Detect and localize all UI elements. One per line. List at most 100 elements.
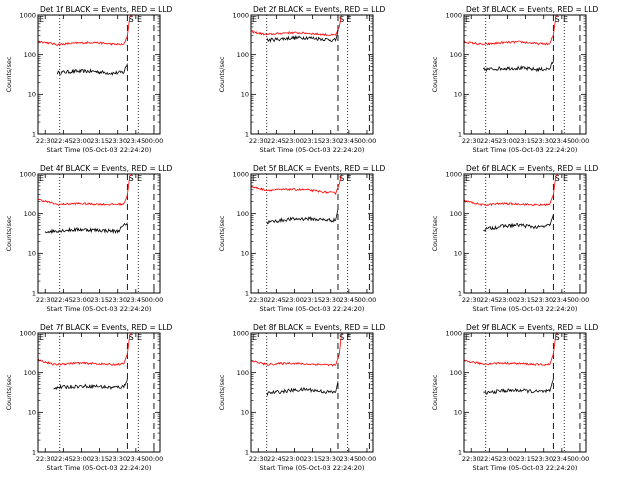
y-tick-label: 1 [32,448,36,456]
plot-frame [37,14,161,135]
y-tick-label: 10 [454,409,462,417]
x-tick-label: 00:00 [571,137,590,145]
series-events-line [482,60,554,73]
y-axis-label: Counts/sec [218,56,226,92]
panel-title: Det 6f BLACK = Events, RED = LLD [466,164,599,173]
x-tick-label: 23:30 [108,296,127,304]
x-tick-label: 23:45 [126,296,145,304]
y-axis-label: Counts/sec [5,56,13,92]
start-marker-label: S [339,15,344,24]
plot-frame [250,14,374,135]
y-tick-label: 1 [245,289,249,297]
x-tick-label: 23:45 [552,455,571,463]
end-marker-label: E [563,15,568,24]
x-tick-label: 22:45 [54,296,73,304]
y-tick-label: 100 [450,210,462,218]
x-tick-label: 22:30 [36,455,55,463]
panel-det-6: Det 6f BLACK = Events, RED = LLD Counts/s… [431,164,599,313]
x-tick-label: 23:30 [108,137,127,145]
x-tick-label: 23:00 [498,137,517,145]
y-tick-label: 10 [28,250,36,258]
end-marker-label: E [563,333,568,342]
y-tick-label: 100 [450,369,462,377]
y-tick-label: 1000 [232,11,249,19]
x-tick-label: 23:00 [285,296,304,304]
x-tick-label: 23:15 [303,296,322,304]
x-tick-label: 23:45 [339,137,358,145]
y-tick-label: 1 [32,130,36,138]
panel-det-9: Det 9f BLACK = Events, RED = LLD Counts/s… [431,323,599,472]
x-tick-label: 23:00 [72,296,91,304]
y-tick-label: 1000 [19,329,36,337]
y-tick-label: 10 [241,91,249,99]
y-tick-label: 1000 [232,329,249,337]
x-tick-label: 22:45 [480,455,499,463]
series-events-line [266,30,339,43]
x-tick-label: 00:00 [145,137,164,145]
end-marker-label: E [137,15,142,24]
x-tick-label: 22:30 [249,296,268,304]
end-marker-label: E [252,15,257,24]
end-marker-label: E [39,15,44,24]
panel-det-1: Det 1f BLACK = Events, RED = LLD Counts/s… [5,5,173,154]
x-tick-label: 22:30 [462,455,481,463]
x-tick-label: 23:15 [90,137,109,145]
plot-frame [463,14,587,135]
x-tick-label: 23:00 [285,137,304,145]
y-tick-label: 10 [454,91,462,99]
panel-title: Det 2f BLACK = Events, RED = LLD [253,5,386,14]
series-lld-line [250,14,344,37]
y-tick-label: 1 [458,289,462,297]
end-marker-label: E [465,174,470,183]
x-tick-label: 23:15 [516,455,535,463]
x-tick-label: 23:45 [339,296,358,304]
x-tick-label: 22:30 [249,455,268,463]
series-events-line [483,214,554,232]
x-tick-label: 22:45 [480,137,499,145]
y-tick-label: 1000 [445,329,462,337]
x-tick-label: 23:30 [534,296,553,304]
y-tick-label: 1 [458,130,462,138]
x-tick-label: 23:15 [90,296,109,304]
panel-title: Det 5f BLACK = Events, RED = LLD [253,164,386,173]
panel-det-4: Det 4f BLACK = Events, RED = LLD Counts/s… [5,164,173,313]
y-tick-label: 1000 [232,170,249,178]
y-tick-label: 100 [24,210,36,218]
x-tick-label: 22:45 [480,296,499,304]
x-tick-label: 00:00 [145,455,164,463]
x-tick-label: 00:00 [358,296,377,304]
x-tick-label: 22:45 [267,137,286,145]
y-axis-label: Counts/sec [431,56,439,92]
x-tick-label: 23:00 [72,455,91,463]
y-tick-label: 10 [241,250,249,258]
end-marker-label: E [465,333,470,342]
y-axis-label: Counts/sec [5,215,13,251]
x-tick-label: 23:15 [90,455,109,463]
start-marker-label: S [339,333,344,342]
series-lld-line [37,332,133,366]
x-tick-label: 23:45 [126,455,145,463]
y-tick-label: 1000 [445,170,462,178]
x-tick-label: 22:30 [462,137,481,145]
x-tick-label: 23:45 [552,296,571,304]
y-tick-label: 10 [454,250,462,258]
series-lld-line [37,14,133,47]
y-tick-label: 100 [450,51,462,59]
panel-det-3: Det 3f BLACK = Events, RED = LLD Counts/s… [431,5,599,154]
x-axis-label: Start Time (05-Oct-03 22:24:20) [47,305,152,313]
y-tick-label: 1000 [19,170,36,178]
x-tick-label: 22:30 [36,296,55,304]
series-events-line [266,381,339,397]
panel-title: Det 3f BLACK = Events, RED = LLD [466,5,599,14]
x-axis-label: Start Time (05-Oct-03 22:24:20) [47,464,152,472]
x-tick-label: 23:45 [339,455,358,463]
plot-frame [250,332,374,453]
series-lld-line [463,332,559,367]
x-axis-label: Start Time (05-Oct-03 22:24:20) [47,146,152,154]
end-marker-label: E [39,174,44,183]
x-tick-label: 23:00 [498,296,517,304]
x-tick-label: 23:30 [321,296,340,304]
x-tick-label: 23:45 [552,137,571,145]
x-tick-label: 23:30 [534,137,553,145]
